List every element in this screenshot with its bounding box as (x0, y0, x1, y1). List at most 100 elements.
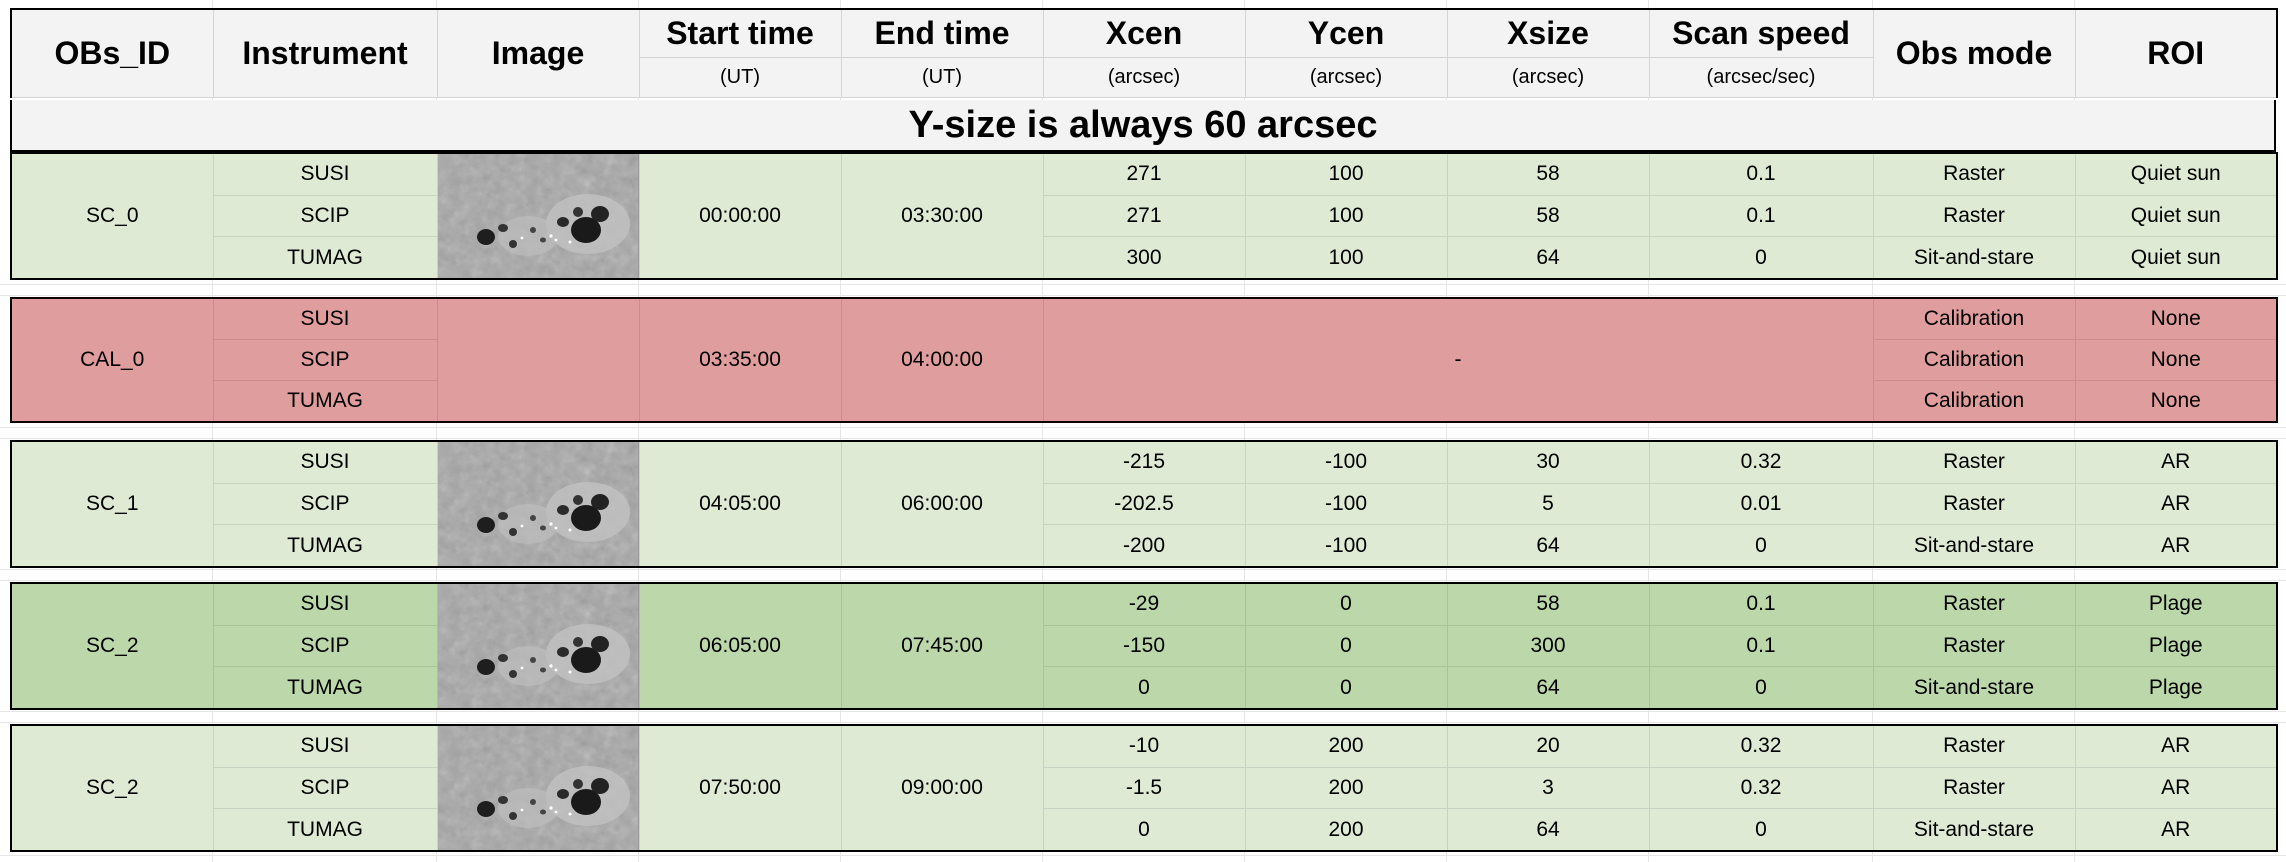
xcen-cell[interactable]: -150 (1042, 624, 1246, 668)
ycen-cell[interactable]: 100 (1244, 194, 1448, 238)
obs-id-cell[interactable]: SC_2 (10, 724, 214, 852)
ycen-cell[interactable]: -100 (1244, 482, 1448, 526)
obs-id-cell[interactable]: SC_2 (10, 582, 214, 710)
merged-dash-cell[interactable]: - (1042, 297, 1874, 423)
scan-speed-cell[interactable]: 0.01 (1648, 482, 1874, 526)
instrument-cell[interactable]: SUSI (212, 152, 438, 196)
xsize-cell[interactable]: 58 (1446, 194, 1650, 238)
end-time-cell[interactable]: 03:30:00 (840, 152, 1044, 280)
unit-end-time[interactable]: (UT) (840, 56, 1044, 98)
obs-mode-cell[interactable]: Raster (1872, 582, 2076, 626)
roi-cell[interactable]: Quiet sun (2074, 194, 2278, 238)
instrument-cell[interactable]: SCIP (212, 482, 438, 526)
image-cell[interactable] (436, 724, 640, 852)
scan-speed-cell[interactable]: 0 (1648, 666, 1874, 710)
ycen-cell[interactable]: 200 (1244, 766, 1448, 810)
xcen-cell[interactable]: 0 (1042, 666, 1246, 710)
obs-mode-cell[interactable]: Raster (1872, 152, 2076, 196)
start-time-cell[interactable]: 00:00:00 (638, 152, 842, 280)
header-instrument[interactable]: Instrument (212, 8, 438, 98)
scan-speed-cell[interactable]: 0.32 (1648, 440, 1874, 484)
obs-mode-cell[interactable]: Raster (1872, 440, 2076, 484)
instrument-cell[interactable]: SCIP (212, 339, 438, 381)
xcen-cell[interactable]: 0 (1042, 808, 1246, 852)
xsize-cell[interactable]: 64 (1446, 666, 1650, 710)
obs-id-cell[interactable]: SC_1 (10, 440, 214, 568)
xsize-cell[interactable]: 20 (1446, 724, 1650, 768)
obs-mode-cell[interactable]: Sit-and-stare (1872, 666, 2076, 710)
roi-cell[interactable]: AR (2074, 482, 2278, 526)
xcen-cell[interactable]: -29 (1042, 582, 1246, 626)
instrument-cell[interactable]: TUMAG (212, 666, 438, 710)
header-xcen[interactable]: Xcen (1042, 8, 1246, 58)
image-cell[interactable] (436, 440, 640, 568)
start-time-cell[interactable]: 06:05:00 (638, 582, 842, 710)
roi-cell[interactable]: Plage (2074, 624, 2278, 668)
scan-speed-cell[interactable]: 0.1 (1648, 624, 1874, 668)
roi-cell[interactable]: None (2074, 339, 2278, 381)
obs-mode-cell[interactable]: Raster (1872, 194, 2076, 238)
xcen-cell[interactable]: -215 (1042, 440, 1246, 484)
header-obs-mode[interactable]: Obs mode (1872, 8, 2076, 98)
xsize-cell[interactable]: 64 (1446, 524, 1650, 568)
unit-start-time[interactable]: (UT) (638, 56, 842, 98)
xsize-cell[interactable]: 300 (1446, 624, 1650, 668)
scan-speed-cell[interactable]: 0.32 (1648, 724, 1874, 768)
obs-mode-cell[interactable]: Calibration (1872, 297, 2076, 340)
ycen-cell[interactable]: 100 (1244, 236, 1448, 280)
unit-scan-speed[interactable]: (arcsec/sec) (1648, 56, 1874, 98)
scan-speed-cell[interactable]: 0.1 (1648, 194, 1874, 238)
xcen-cell[interactable]: -202.5 (1042, 482, 1246, 526)
image-cell[interactable] (436, 297, 640, 423)
image-cell[interactable] (436, 152, 640, 280)
unit-ycen[interactable]: (arcsec) (1244, 56, 1448, 98)
xsize-cell[interactable]: 64 (1446, 808, 1650, 852)
header-scan-speed[interactable]: Scan speed (1648, 8, 1874, 58)
instrument-cell[interactable]: SUSI (212, 297, 438, 340)
ycen-cell[interactable]: 200 (1244, 724, 1448, 768)
obs-mode-cell[interactable]: Raster (1872, 482, 2076, 526)
obs-id-cell[interactable]: SC_0 (10, 152, 214, 280)
header-obs-id[interactable]: OBs_ID (10, 8, 214, 98)
obs-mode-cell[interactable]: Raster (1872, 624, 2076, 668)
start-time-cell[interactable]: 03:35:00 (638, 297, 842, 423)
header-image[interactable]: Image (436, 8, 640, 98)
instrument-cell[interactable]: SCIP (212, 194, 438, 238)
end-time-cell[interactable]: 04:00:00 (840, 297, 1044, 423)
start-time-cell[interactable]: 07:50:00 (638, 724, 842, 852)
header-end-time[interactable]: End time (840, 8, 1044, 58)
instrument-cell[interactable]: SCIP (212, 766, 438, 810)
roi-cell[interactable]: AR (2074, 440, 2278, 484)
ysize-banner[interactable]: Y-size is always 60 arcsec (10, 100, 2276, 152)
instrument-cell[interactable]: TUMAG (212, 524, 438, 568)
end-time-cell[interactable]: 06:00:00 (840, 440, 1044, 568)
ycen-cell[interactable]: 0 (1244, 624, 1448, 668)
scan-speed-cell[interactable]: 0 (1648, 236, 1874, 280)
unit-xcen[interactable]: (arcsec) (1042, 56, 1246, 98)
scan-speed-cell[interactable]: 0 (1648, 808, 1874, 852)
instrument-cell[interactable]: TUMAG (212, 808, 438, 852)
xcen-cell[interactable]: 271 (1042, 194, 1246, 238)
roi-cell[interactable]: None (2074, 297, 2278, 340)
xsize-cell[interactable]: 58 (1446, 152, 1650, 196)
unit-xsize[interactable]: (arcsec) (1446, 56, 1650, 98)
xsize-cell[interactable]: 58 (1446, 582, 1650, 626)
roi-cell[interactable]: AR (2074, 766, 2278, 810)
ycen-cell[interactable]: 200 (1244, 808, 1448, 852)
xsize-cell[interactable]: 3 (1446, 766, 1650, 810)
obs-mode-cell[interactable]: Raster (1872, 724, 2076, 768)
start-time-cell[interactable]: 04:05:00 (638, 440, 842, 568)
xcen-cell[interactable]: -200 (1042, 524, 1246, 568)
obs-mode-cell[interactable]: Sit-and-stare (1872, 236, 2076, 280)
ycen-cell[interactable]: -100 (1244, 524, 1448, 568)
xcen-cell[interactable]: 300 (1042, 236, 1246, 280)
xsize-cell[interactable]: 30 (1446, 440, 1650, 484)
scan-speed-cell[interactable]: 0.32 (1648, 766, 1874, 810)
instrument-cell[interactable]: SUSI (212, 440, 438, 484)
scan-speed-cell[interactable]: 0.1 (1648, 152, 1874, 196)
scan-speed-cell[interactable]: 0.1 (1648, 582, 1874, 626)
obs-mode-cell[interactable]: Calibration (1872, 339, 2076, 381)
obs-mode-cell[interactable]: Sit-and-stare (1872, 808, 2076, 852)
ycen-cell[interactable]: 0 (1244, 582, 1448, 626)
roi-cell[interactable]: Plage (2074, 582, 2278, 626)
